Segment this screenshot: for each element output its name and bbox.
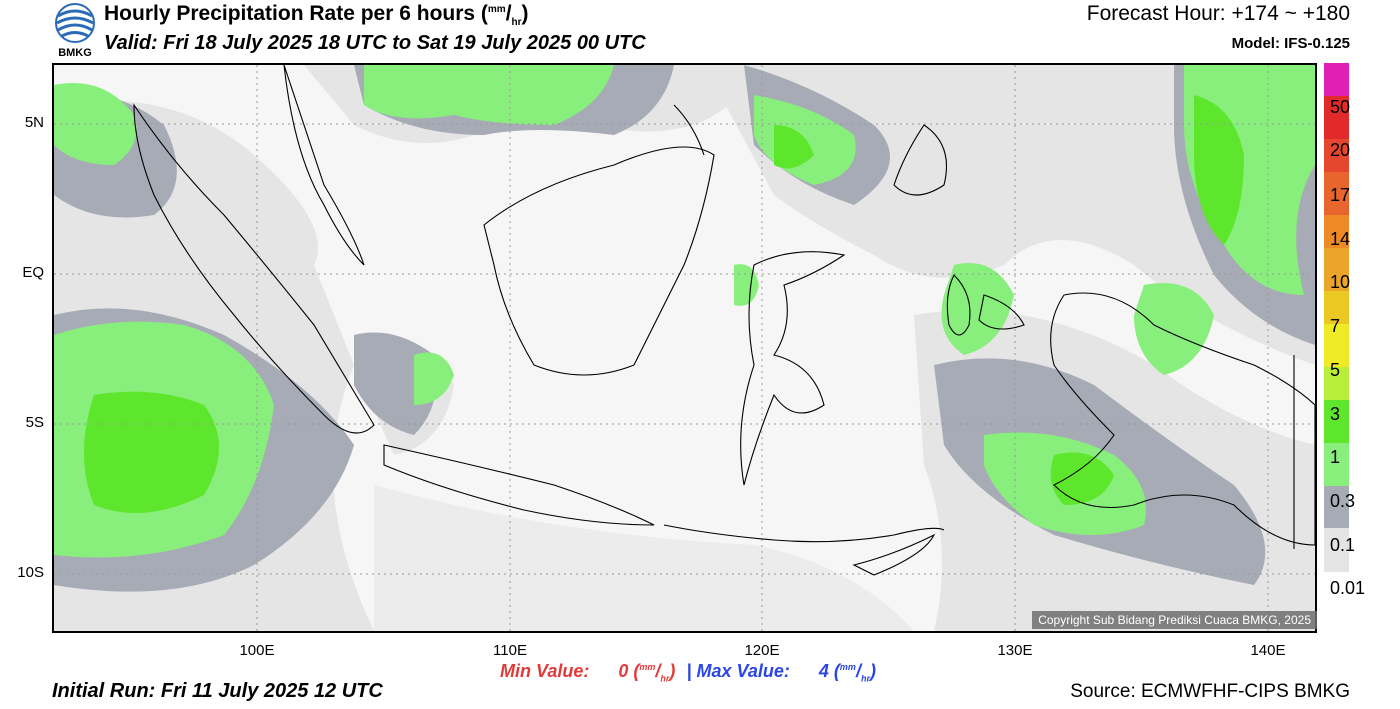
colorbar-swatch: [1324, 172, 1349, 215]
max-label: Max Value:: [696, 661, 790, 681]
valid-time: Valid: Fri 18 July 2025 18 UTC to Sat 19…: [104, 32, 646, 54]
colorbar-label: 14: [1330, 229, 1351, 249]
data-source: Source: ECMWFHF-CIPS BMKG: [1070, 681, 1350, 702]
colorbar-label: 5: [1330, 360, 1341, 380]
model-name: Model: IFS-0.125: [1231, 35, 1350, 52]
lat-label-eq: EQ: [22, 264, 44, 281]
colorbar-label: 7: [1330, 316, 1341, 336]
colorbar-label: 0.3: [1330, 491, 1356, 511]
bmkg-logo: [52, 2, 98, 62]
precipitation-map: [52, 63, 1317, 633]
min-value: 0: [618, 661, 629, 681]
graticule: [54, 65, 1315, 631]
colorbar-swatch: [1324, 443, 1349, 486]
colorbar-swatch: [1324, 324, 1349, 367]
chart-title: Hourly Precipitation Rate per 6 hours (m…: [104, 2, 529, 29]
colorbar-swatch: [1324, 486, 1349, 528]
colorbar-label: 17: [1330, 185, 1351, 205]
colorbar-swatch: [1324, 63, 1349, 96]
separator: |: [686, 661, 692, 681]
colorbar-label: 0.01: [1330, 578, 1366, 598]
colorbar-swatch: [1324, 291, 1349, 324]
colorbar-label: 0.1: [1330, 535, 1356, 555]
lon-label-100e: 100E: [239, 642, 275, 659]
lon-label-110e: 110E: [493, 642, 527, 659]
colorbar-swatch: [1324, 215, 1349, 248]
copyright-notice: Copyright Sub Bidang Prediksi Cuaca BMKG…: [1032, 611, 1317, 629]
initial-run: Initial Run: Fri 11 July 2025 12 UTC: [52, 680, 383, 702]
colorbar-swatch: [1324, 400, 1349, 443]
colorbar-swatch: [1324, 248, 1349, 291]
logo-text: BMKG: [58, 47, 92, 59]
colorbar-label: 20: [1330, 140, 1351, 160]
colorbar-swatch: [1324, 528, 1349, 572]
max-unit: (mm/hr): [833, 661, 876, 684]
colorbar-swatch: [1324, 139, 1349, 172]
coastlines: [133, 65, 1315, 576]
colorbar-swatch: [1324, 96, 1349, 139]
min-label: Min Value:: [500, 661, 590, 681]
lon-label-120e: 120E: [744, 642, 780, 659]
heavy-rain-areas: [84, 95, 1244, 513]
colorbar-label: 50: [1330, 97, 1351, 117]
map-canvas: [54, 65, 1315, 631]
max-value: 4: [818, 661, 829, 681]
forecast-hour: Forecast Hour: +174 ~ +180: [1086, 2, 1350, 25]
colorbar-label: 3: [1330, 404, 1341, 424]
colorbar-label: 10: [1330, 272, 1351, 292]
min-max-values: Min Value: 0 (mm/hr) | Max Value: 4 (mm/…: [500, 661, 876, 684]
lat-label-10s: 10S: [17, 564, 44, 581]
lat-label-5s: 5S: [25, 414, 44, 431]
lon-label-130e: 130E: [997, 642, 1033, 659]
colorbar-label: 1: [1330, 447, 1341, 467]
colorbar: [1324, 63, 1349, 590]
lat-label-5n: 5N: [24, 114, 44, 131]
lon-label-140e: 140E: [1250, 642, 1286, 659]
min-unit: (mm/hr): [633, 661, 676, 684]
colorbar-swatch: [1324, 367, 1349, 400]
